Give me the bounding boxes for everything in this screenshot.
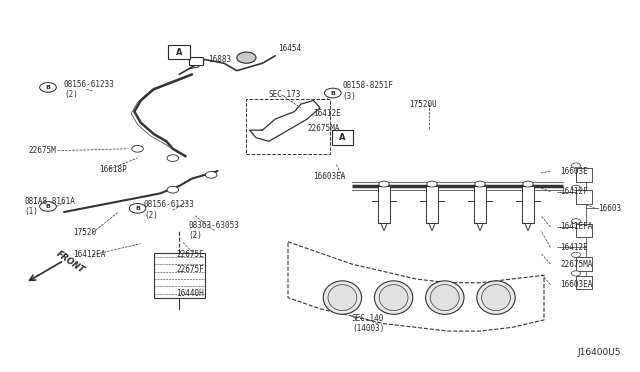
Text: 08363-63053
(2): 08363-63053 (2) [189,221,239,240]
Circle shape [475,181,485,187]
Text: B: B [45,204,51,209]
Circle shape [572,163,580,168]
Ellipse shape [328,285,357,311]
Text: 22675M: 22675M [29,146,56,155]
Text: 16603: 16603 [598,204,621,213]
Text: FRONT: FRONT [54,250,86,275]
Circle shape [205,171,217,178]
FancyBboxPatch shape [168,45,190,60]
Text: 22675MA: 22675MA [307,124,340,133]
Text: 08158-8251F
(3): 08158-8251F (3) [342,81,393,101]
Text: 16440H: 16440H [176,289,204,298]
Bar [474,186,486,223]
Ellipse shape [374,281,413,314]
Ellipse shape [477,281,515,314]
Circle shape [167,186,179,193]
Text: 16603E: 16603E [560,167,588,176]
Circle shape [324,88,341,98]
Ellipse shape [430,285,459,311]
Circle shape [40,83,56,92]
Text: J16400U5: J16400U5 [577,348,621,357]
Bar [576,168,592,182]
Text: SEC.140
(14003): SEC.140 (14003) [352,314,385,333]
Text: 16883: 16883 [208,55,231,64]
Text: B: B [135,206,140,211]
Text: 16618P: 16618P [99,165,127,174]
Bar [426,186,438,223]
Text: A: A [339,133,346,142]
Circle shape [237,52,256,63]
Circle shape [572,185,580,190]
Text: 16412E: 16412E [560,243,588,252]
Text: 22675E: 22675E [176,250,204,259]
Text: B: B [45,85,51,90]
Text: 16454: 16454 [278,44,301,53]
Text: 16603EA: 16603EA [314,172,346,181]
Bar [378,186,390,223]
Circle shape [572,271,580,276]
Circle shape [572,252,580,257]
Bar [576,190,592,204]
Text: 08156-61233
(2): 08156-61233 (2) [64,80,115,99]
Ellipse shape [323,281,362,314]
Text: 17520U: 17520U [410,100,437,109]
Text: 1641EFA: 1641EFA [560,222,593,231]
Circle shape [379,181,389,187]
Circle shape [572,219,580,224]
Bar [576,276,592,289]
Text: 17520: 17520 [74,228,97,237]
Text: 16412E: 16412E [314,109,341,118]
FancyBboxPatch shape [332,130,353,145]
Text: 16412F: 16412F [560,187,588,196]
Text: 16603EA: 16603EA [560,280,593,289]
Circle shape [167,155,179,161]
Ellipse shape [380,285,408,311]
Circle shape [523,181,533,187]
Text: 22675F: 22675F [176,265,204,274]
Text: 22675MA: 22675MA [560,260,593,269]
Text: SEC.173: SEC.173 [269,90,301,99]
Circle shape [40,202,56,211]
Text: 16412EA: 16412EA [74,250,106,259]
Bar [189,57,203,65]
Circle shape [427,181,437,187]
Bar [576,257,592,271]
Ellipse shape [426,281,464,314]
Text: A: A [176,48,182,57]
Bar [576,224,592,237]
Text: B: B [330,90,335,96]
Bar [154,253,205,298]
Text: 08IA8-8161A
(1): 08IA8-8161A (1) [24,197,75,216]
Ellipse shape [482,285,511,311]
Text: 08156-61233
(2): 08156-61233 (2) [144,201,195,220]
Circle shape [129,203,146,213]
Bar [522,186,534,223]
Circle shape [132,145,143,152]
